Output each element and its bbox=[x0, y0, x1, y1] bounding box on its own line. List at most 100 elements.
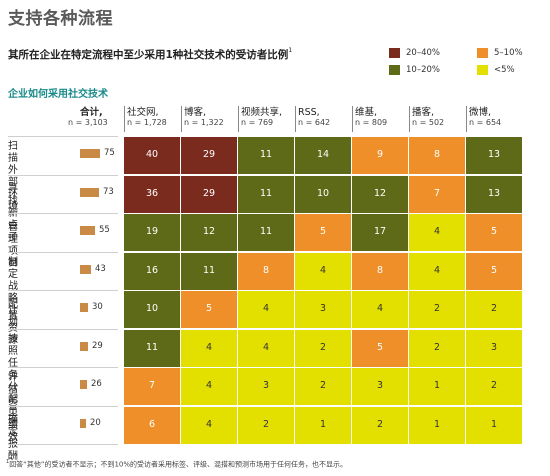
cell-value-4-5: 2 bbox=[433, 303, 441, 314]
cell-value-4-2: 4 bbox=[262, 303, 270, 314]
row-label-line-0-0: 扫描外 bbox=[8, 141, 18, 176]
cell-value-7-3: 1 bbox=[319, 418, 327, 430]
cell-value-2-3: 5 bbox=[319, 226, 327, 237]
total-bar-3 bbox=[80, 264, 91, 274]
total-bar-7 bbox=[80, 418, 86, 428]
heatmap-cell-3-3 bbox=[295, 252, 351, 290]
cell-value-2-2: 11 bbox=[259, 226, 273, 237]
heatmap-cell-6-4 bbox=[352, 368, 408, 405]
chart-subtitle: 其所在企业在特定流程中至少采用1种社交技术的受访者比例1 bbox=[8, 47, 292, 62]
heatmap-cell-2-1 bbox=[181, 214, 237, 251]
heatmap-cell-7-0 bbox=[124, 406, 180, 444]
heatmap-cell-1-3 bbox=[295, 175, 351, 213]
row-label-7: 确定报酬 bbox=[8, 415, 18, 463]
cell-value-6-3: 2 bbox=[319, 380, 327, 391]
cell-value-7-6: 1 bbox=[490, 418, 498, 430]
row-label-0: 扫描外 部环境 bbox=[8, 141, 18, 213]
cell-value-7-0: 6 bbox=[148, 418, 156, 430]
heatmap-cell-1-2 bbox=[238, 175, 294, 213]
row-divider-7 bbox=[8, 405, 118, 407]
column-header-n-2: n = 769 bbox=[241, 118, 274, 127]
column-header-2: 视频共享, n = 769 bbox=[241, 108, 282, 128]
column-header-divider-0 bbox=[124, 106, 125, 132]
cell-value-1-0: 36 bbox=[145, 187, 159, 199]
row-divider-bottom bbox=[8, 444, 118, 445]
row-label-6: 评估员 工绩效 bbox=[8, 372, 18, 444]
heatmap-cell-2-2 bbox=[238, 214, 294, 251]
heatmap-cell-7-1 bbox=[181, 406, 237, 444]
heatmap-cell-1-6 bbox=[466, 175, 522, 213]
cell-value-7-5: 1 bbox=[433, 418, 441, 430]
row-label-5: 按照任务 分配员工 bbox=[8, 334, 18, 430]
cell-value-5-1: 4 bbox=[205, 341, 213, 353]
heatmap-cell-7-4 bbox=[352, 406, 408, 444]
heatmap-cell-5-2 bbox=[238, 329, 294, 367]
cell-value-2-0: 19 bbox=[145, 226, 159, 237]
legend-label-20-40: 20–40% bbox=[406, 48, 440, 58]
heatmap-cell-3-2 bbox=[238, 252, 294, 290]
heatmap-cell-5-1 bbox=[181, 329, 237, 367]
subtitle-text: 其所在企业在特定流程中至少采用1种社交技术的受访者比例 bbox=[8, 49, 289, 61]
heatmap-cell-6-0 bbox=[124, 368, 180, 405]
heatmap-cell-0-3 bbox=[295, 137, 351, 174]
row-label-3: 制定战 略计划 bbox=[8, 257, 18, 329]
cell-value-5-5: 2 bbox=[433, 341, 441, 353]
column-header-label-4: 维基, bbox=[355, 107, 378, 118]
row-divider-4 bbox=[8, 290, 118, 291]
column-header-3: RSS, n = 642 bbox=[298, 108, 330, 128]
column-header-6: 微博, n = 654 bbox=[469, 108, 501, 128]
row-label-line-3-1: 略计划 bbox=[8, 292, 18, 328]
cell-value-0-1: 29 bbox=[202, 149, 216, 160]
legend-item-lt5: <5% bbox=[477, 65, 515, 75]
cell-value-2-6: 5 bbox=[490, 226, 498, 237]
column-header-n-0: n = 1,728 bbox=[127, 118, 167, 127]
row-label-line-7-0: 确定报酬 bbox=[8, 414, 18, 462]
heatmap-cell-4-5 bbox=[409, 291, 465, 328]
cell-value-1-6: 13 bbox=[487, 187, 501, 199]
column-header-n-6: n = 654 bbox=[469, 118, 502, 127]
column-header-label-2: 视频共享, bbox=[241, 107, 283, 118]
cell-value-1-2: 11 bbox=[259, 187, 273, 199]
column-header-n-3: n = 642 bbox=[298, 118, 331, 127]
row-divider-0 bbox=[8, 136, 118, 137]
legend-item-10-20: 10–20% bbox=[389, 65, 440, 75]
cell-value-5-4: 5 bbox=[376, 341, 384, 353]
cell-value-3-5: 4 bbox=[433, 264, 441, 276]
row-label-line-6-0: 评估员 bbox=[8, 372, 18, 407]
heatmap-cell-7-2 bbox=[238, 406, 294, 444]
cell-value-2-5: 4 bbox=[433, 226, 441, 237]
heatmap-cell-6-3 bbox=[295, 368, 351, 405]
legend-swatch-5-10 bbox=[477, 48, 488, 58]
total-header: 合计, n = 3,103 bbox=[68, 108, 108, 128]
cell-value-7-1: 4 bbox=[205, 418, 213, 430]
cell-value-7-2: 2 bbox=[262, 418, 270, 430]
row-divider-3 bbox=[8, 251, 118, 253]
heatmap-cell-2-4 bbox=[352, 214, 408, 251]
column-header-1: 博客, n = 1,322 bbox=[184, 108, 224, 128]
heatmap-cell-6-5 bbox=[409, 368, 465, 405]
column-header-n-1: n = 1,322 bbox=[184, 118, 224, 127]
heatmap-cell-3-4 bbox=[352, 252, 408, 290]
cell-value-1-3: 10 bbox=[316, 187, 330, 199]
column-header-label-6: 微博, bbox=[469, 107, 492, 118]
total-value-0: 75 bbox=[104, 148, 115, 158]
column-header-0: 社交网, n = 1,728 bbox=[127, 108, 167, 128]
heatmap-cell-4-0 bbox=[124, 291, 180, 328]
legend-item-5-10: 5–10% bbox=[477, 48, 523, 58]
heatmap-cell-1-0 bbox=[124, 175, 180, 213]
heatmap-cell-4-6 bbox=[466, 291, 522, 328]
row-divider-5 bbox=[8, 328, 118, 330]
heatmap-cell-0-1 bbox=[181, 137, 237, 174]
heatmap-cell-7-6 bbox=[466, 406, 522, 444]
column-header-label-1: 博客, bbox=[184, 107, 207, 118]
heatmap-cell-2-3 bbox=[295, 214, 351, 251]
total-bar-4 bbox=[80, 303, 88, 312]
heatmap-cell-4-4 bbox=[352, 291, 408, 328]
heatmap-cell-2-6 bbox=[466, 214, 522, 251]
heatmap-cell-3-5 bbox=[409, 252, 465, 290]
row-divider-1 bbox=[8, 174, 118, 176]
cell-value-6-0: 7 bbox=[148, 380, 156, 391]
column-header-n-4: n = 809 bbox=[355, 118, 388, 127]
heatmap-cell-2-0 bbox=[124, 214, 180, 251]
row-label-line-3-0: 制定战 bbox=[8, 256, 18, 292]
